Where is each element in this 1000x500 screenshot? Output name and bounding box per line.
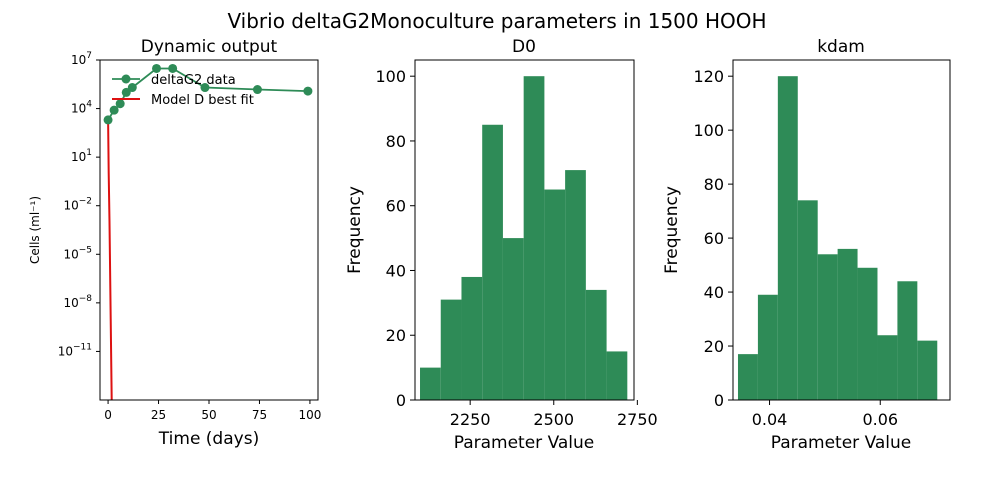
d0-xlabel: Parameter Value	[454, 433, 595, 453]
panel-dynamic-output: Dynamic output 0 25 50 75 100 107 104 101 10−2 10…	[28, 37, 321, 449]
d0-bar	[565, 170, 586, 400]
d0-bar	[585, 289, 607, 400]
kdam-axes-frame	[732, 59, 951, 401]
kdam-y-tick-label: 40	[704, 283, 724, 302]
kdam-bar	[737, 354, 758, 400]
d0-axes-frame	[414, 59, 635, 401]
kdam-x-tick-label: 0.06	[862, 410, 898, 429]
panel-kdam: kdam 0.04 0.06 0 20 40 60 80 100 120 Parameter V…	[662, 37, 951, 453]
d0-ylabel: Frequency	[345, 186, 365, 274]
data-point	[121, 87, 131, 97]
d0-y-tick-label: 20	[386, 326, 406, 345]
kdam-xlabel: Parameter Value	[771, 433, 912, 453]
y-tick-label: 10−11	[58, 342, 92, 358]
d0-y-tick-label: 40	[386, 261, 406, 280]
y-tick-label: 107	[71, 51, 92, 67]
kdam-bar	[877, 335, 898, 400]
data-point	[127, 83, 137, 93]
dynamic-output-ylabel: Cells (ml⁻¹)	[28, 196, 42, 264]
kdam-y-tick-label: 20	[704, 337, 724, 356]
dynamic-output-xlabel: Time (days)	[158, 429, 259, 449]
kdam-bar	[917, 340, 938, 400]
kdam-bar	[777, 76, 798, 400]
d0-y-tick-label: 100	[375, 67, 406, 86]
dynamic-output-legend: deltaG2 data Model D best fit	[112, 73, 254, 108]
x-tick-label: 75	[252, 408, 267, 422]
kdam-ylabel: Frequency	[662, 186, 682, 274]
data-point	[200, 83, 210, 93]
data-point	[115, 99, 125, 109]
data-point	[168, 63, 178, 73]
kdam-bar	[897, 281, 918, 400]
data-point	[152, 63, 162, 73]
kdam-y-tick-label: 60	[704, 229, 724, 248]
kdam-bar	[817, 254, 838, 400]
d0-y-tick-label: 60	[386, 197, 406, 216]
kdam-title: kdam	[817, 37, 865, 57]
d0-x-tick-label: 2750	[617, 410, 658, 429]
x-tick-label: 0	[104, 408, 112, 422]
kdam-bar	[837, 248, 858, 400]
kdam-y-tick-label: 80	[704, 175, 724, 194]
d0-title: D0	[512, 37, 536, 57]
d0-bar	[544, 189, 566, 400]
kdam-x-tick-label: 0.04	[752, 410, 788, 429]
y-tick-label: 10−5	[63, 245, 92, 261]
kdam-plot-area: 0.04 0.06 0 20 40 60 80 100 120	[693, 59, 951, 429]
legend-data-marker	[121, 74, 131, 84]
kdam-y-tick-label: 100	[693, 121, 724, 140]
d0-bar	[420, 367, 441, 400]
data-point	[103, 115, 113, 125]
data-point	[303, 86, 313, 96]
data-point	[252, 85, 262, 95]
kdam-bar	[797, 200, 818, 400]
kdam-y-tick-label: 120	[693, 67, 724, 86]
d0-y-tick-label: 0	[396, 391, 406, 410]
d0-y-tick-label: 80	[386, 132, 406, 151]
kdam-y-tick-label: 0	[714, 391, 724, 410]
y-tick-label: 10−2	[63, 197, 92, 213]
d0-x-tick-label: 2500	[533, 410, 574, 429]
legend-data-label: deltaG2 data	[151, 73, 236, 88]
kdam-bar	[857, 267, 878, 400]
d0-bar	[502, 238, 524, 400]
d0-bar	[523, 76, 545, 400]
data-point	[109, 105, 119, 115]
x-tick-label: 50	[201, 408, 216, 422]
dynamic-output-title: Dynamic output	[141, 37, 278, 57]
y-tick-label: 101	[71, 148, 92, 164]
model-best-fit-line	[107, 119, 113, 400]
y-tick-label: 104	[71, 100, 92, 116]
y-tick-label: 10−8	[63, 294, 92, 310]
d0-bar	[440, 299, 462, 400]
d0-bar	[482, 124, 503, 400]
legend-model-label: Model D best fit	[151, 93, 254, 108]
d0-bar	[461, 276, 483, 400]
dynamic-output-axes-frame	[99, 59, 319, 401]
d0-bar	[606, 351, 628, 400]
dynamic-output-plot-area: 0 25 50 75 100 107 104 101 10−2 10−5 10−8 10−11	[58, 51, 322, 422]
x-tick-label: 25	[151, 408, 166, 422]
x-tick-label: 100	[298, 408, 321, 422]
figure-suptitle: Vibrio deltaG2Monoculture parameters in …	[227, 9, 766, 33]
panel-d0: D0 2250 2500 2750 0 20 40 60 80 100 Parameter Va…	[345, 37, 658, 453]
kdam-bar	[757, 294, 778, 400]
d0-x-tick-label: 2250	[450, 410, 491, 429]
d0-plot-area: 2250 2500 2750 0 20 40 60 80 100	[375, 59, 658, 429]
